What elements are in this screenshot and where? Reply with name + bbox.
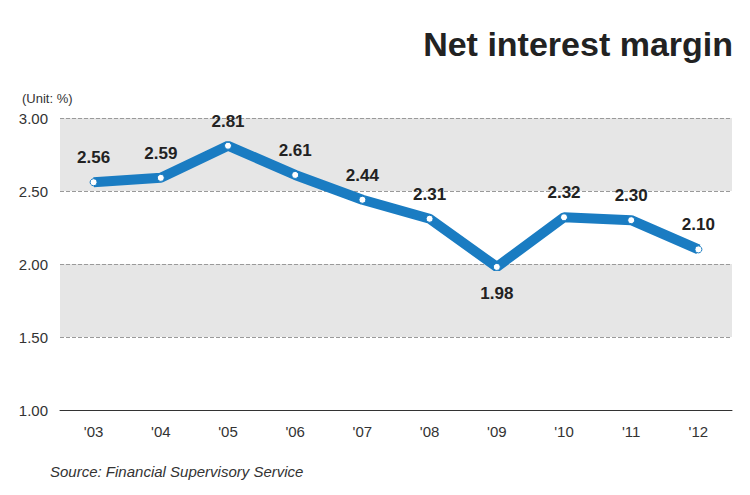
svg-text:2.50: 2.50	[19, 183, 48, 200]
svg-text:'09: '09	[487, 423, 507, 440]
svg-text:'05: '05	[218, 423, 238, 440]
svg-text:1.50: 1.50	[19, 329, 48, 346]
svg-text:2.81: 2.81	[211, 112, 244, 131]
svg-text:'03: '03	[84, 423, 104, 440]
svg-text:'10: '10	[554, 423, 574, 440]
svg-text:3.00: 3.00	[19, 110, 48, 127]
svg-text:2.00: 2.00	[19, 256, 48, 273]
svg-text:2.31: 2.31	[413, 185, 446, 204]
svg-text:2.59: 2.59	[144, 144, 177, 163]
svg-text:2.10: 2.10	[682, 215, 715, 234]
svg-text:2.32: 2.32	[547, 183, 580, 202]
svg-text:2.61: 2.61	[279, 141, 312, 160]
svg-text:1.98: 1.98	[480, 284, 513, 303]
svg-text:'04: '04	[151, 423, 171, 440]
svg-text:2.30: 2.30	[615, 186, 648, 205]
svg-text:'11: '11	[622, 423, 640, 440]
svg-text:1.00: 1.00	[19, 402, 48, 419]
svg-text:'08: '08	[420, 423, 440, 440]
svg-text:'06: '06	[285, 423, 305, 440]
svg-text:Source: Financial Supervisory: Source: Financial Supervisory Service	[50, 463, 303, 480]
svg-text:Net interest margin: Net interest margin	[423, 25, 733, 63]
svg-text:2.44: 2.44	[346, 166, 380, 185]
svg-text:(Unit: %): (Unit: %)	[22, 91, 73, 106]
svg-text:'07: '07	[353, 423, 373, 440]
svg-text:'12: '12	[689, 423, 709, 440]
svg-text:2.56: 2.56	[77, 148, 110, 167]
